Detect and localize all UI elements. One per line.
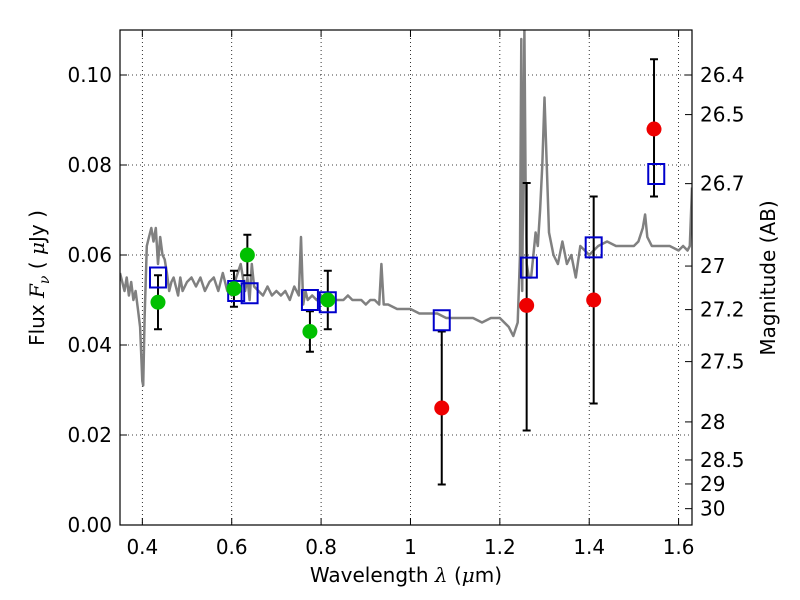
- y-tick-label: 0.06: [67, 243, 112, 267]
- y2-tick-label: 28.5: [700, 448, 745, 472]
- model-square-point: [647, 163, 666, 185]
- photometry-point: [320, 292, 336, 308]
- plot-area: [120, 30, 692, 486]
- x-tick-label: 0.4: [126, 535, 158, 559]
- y-tick-label: 0.02: [67, 423, 112, 447]
- photometry-point: [302, 324, 318, 339]
- photometry-point: [239, 247, 255, 263]
- x-axis-label: Wavelength λ (μm): [310, 563, 502, 587]
- y2-axis-label: Magnitude (AB): [756, 200, 780, 355]
- x-tick-label: 0.6: [216, 535, 248, 559]
- x-tick-label: 1.6: [663, 535, 695, 559]
- model-square-point: [300, 289, 319, 311]
- model-square-point: [318, 291, 337, 314]
- model-square-point: [584, 236, 603, 259]
- ticks: 0.4 0.6 0.8 1 1.2 1.4 1.6 0.00 0.02 0.04 0.06 0.08 0…: [67, 30, 745, 559]
- grid: [120, 30, 692, 525]
- x-tick-label: 0.8: [305, 535, 337, 559]
- photometry-point: [150, 294, 166, 310]
- y-tick-label: 0.08: [67, 153, 112, 177]
- y2-tick-label: 30: [700, 497, 725, 521]
- model-square-point: [432, 309, 451, 332]
- photometry-point: [519, 297, 535, 313]
- y2-tick-label: 28: [700, 410, 725, 434]
- x-tick-label: 1.4: [573, 535, 605, 559]
- axes-frame: [119, 29, 693, 526]
- model-square-point: [148, 266, 167, 289]
- model-square-point: [240, 282, 259, 305]
- y2-tick-label: 27.2: [700, 298, 745, 322]
- y2-tick-label: 26.4: [700, 63, 745, 87]
- spectrum-line: [120, 30, 692, 387]
- y-axis-label: Flux Fν ( μJy ): [25, 210, 53, 346]
- model-square-point: [519, 256, 538, 279]
- x-tick-label: 1: [404, 535, 417, 559]
- y2-tick-label: 26.7: [700, 172, 745, 196]
- photometry-point: [434, 400, 450, 416]
- photometry-point: [646, 121, 662, 137]
- y-tick-label: 0.10: [67, 63, 112, 87]
- y-tick-label: 0.00: [67, 513, 112, 537]
- photometry-point: [586, 292, 602, 308]
- y2-tick-label: 27.5: [700, 350, 745, 374]
- photometry-point: [226, 281, 242, 297]
- y2-tick-label: 26.5: [700, 103, 745, 127]
- y-tick-label: 0.04: [67, 333, 112, 357]
- y2-tick-label: 29: [700, 472, 725, 496]
- x-tick-label: 1.2: [484, 535, 516, 559]
- y2-tick-label: 27: [700, 254, 725, 278]
